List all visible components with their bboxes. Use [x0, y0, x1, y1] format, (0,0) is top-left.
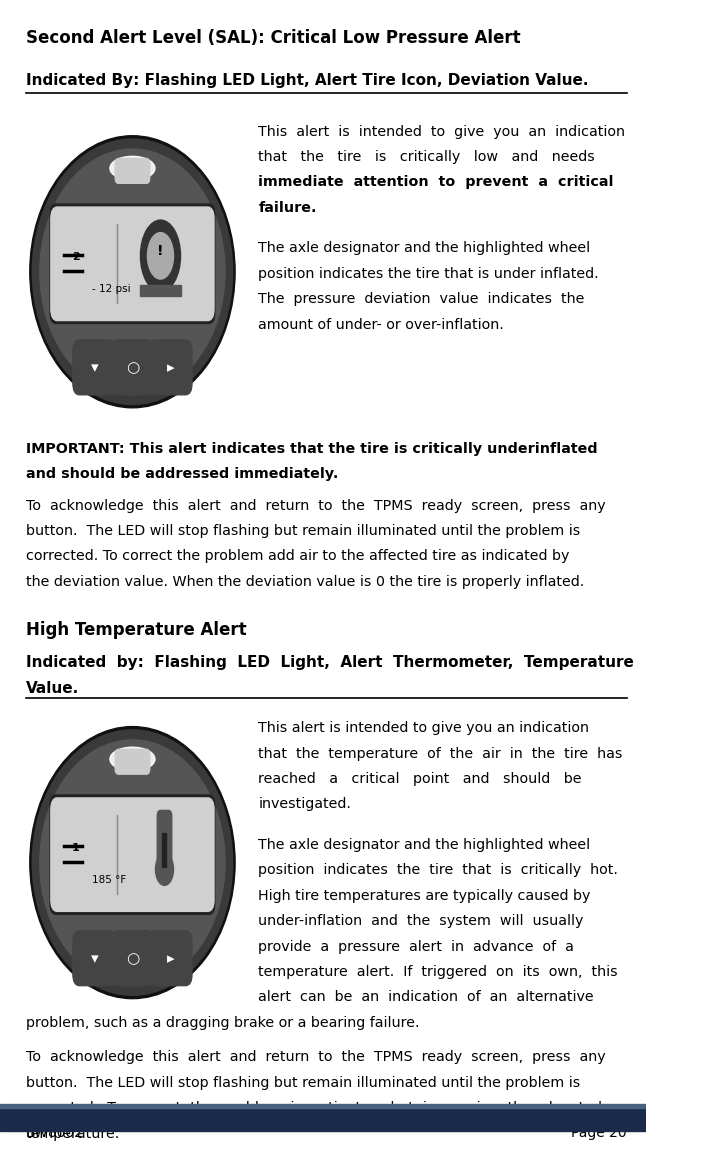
Text: The  pressure  deviation  value  indicates  the: The pressure deviation value indicates t… — [258, 292, 585, 306]
FancyBboxPatch shape — [115, 158, 150, 183]
Text: IMPORTANT: This alert indicates that the tire is critically underinflated: IMPORTANT: This alert indicates that the… — [26, 442, 597, 456]
FancyBboxPatch shape — [111, 340, 154, 395]
Ellipse shape — [32, 730, 232, 996]
Ellipse shape — [29, 136, 235, 407]
Text: 2: 2 — [72, 253, 80, 262]
Ellipse shape — [40, 149, 225, 395]
Text: The axle designator and the highlighted wheel: The axle designator and the highlighted … — [258, 838, 590, 852]
Circle shape — [155, 853, 173, 885]
Text: To  acknowledge  this  alert  and  return  to  the  TPMS  ready  screen,  press : To acknowledge this alert and return to … — [26, 1050, 605, 1064]
Text: that  the  temperature  of  the  air  in  the  tire  has: that the temperature of the air in the t… — [258, 747, 623, 760]
Text: problem, such as a dragging brake or a bearing failure.: problem, such as a dragging brake or a b… — [26, 1016, 419, 1029]
Text: corrected.  To  correct  the  problem  investigate  what  is  causing  the  elev: corrected. To correct the problem invest… — [26, 1101, 602, 1115]
Text: !: ! — [157, 243, 164, 257]
Text: corrected. To correct the problem add air to the affected tire as indicated by: corrected. To correct the problem add ai… — [26, 549, 569, 563]
Text: To  acknowledge  this  alert  and  return  to  the  TPMS  ready  screen,  press : To acknowledge this alert and return to … — [26, 499, 605, 512]
Text: button.  The LED will stop flashing but remain illuminated until the problem is: button. The LED will stop flashing but r… — [26, 524, 580, 538]
Text: position  indicates  the  tire  that  is  critically  hot.: position indicates the tire that is crit… — [258, 863, 618, 877]
Text: 185 °F: 185 °F — [92, 875, 127, 885]
Text: ▸: ▸ — [167, 951, 174, 966]
Text: temperature  alert.  If  triggered  on  its  own,  this: temperature alert. If triggered on its o… — [258, 965, 618, 979]
Ellipse shape — [29, 727, 235, 998]
Text: ▸: ▸ — [167, 360, 174, 375]
Text: button.  The LED will stop flashing but remain illuminated until the problem is: button. The LED will stop flashing but r… — [26, 1076, 580, 1089]
Text: under-inflation  and  the  system  will  usually: under-inflation and the system will usua… — [258, 914, 584, 928]
Ellipse shape — [110, 156, 155, 180]
Text: Indicated By: Flashing LED Light, Alert Tire Icon, Deviation Value.: Indicated By: Flashing LED Light, Alert … — [26, 73, 588, 88]
Text: This  alert  is  intended  to  give  you  an  indication: This alert is intended to give you an in… — [258, 125, 626, 138]
Text: Page 20: Page 20 — [571, 1126, 627, 1140]
FancyBboxPatch shape — [51, 799, 214, 912]
Text: provide  a  pressure  alert  in  advance  of  a: provide a pressure alert in advance of a — [258, 939, 574, 953]
Text: ○: ○ — [126, 951, 139, 966]
FancyBboxPatch shape — [73, 340, 116, 395]
Ellipse shape — [110, 747, 155, 771]
FancyBboxPatch shape — [149, 340, 192, 395]
Text: Second Alert Level (SAL): Critical Low Pressure Alert: Second Alert Level (SAL): Critical Low P… — [26, 29, 521, 47]
Text: alert  can  be  an  indication  of  an  alternative: alert can be an indication of an alterna… — [258, 990, 594, 1004]
Ellipse shape — [32, 138, 232, 405]
Text: - 12 psi: - 12 psi — [92, 284, 131, 294]
Text: High Temperature Alert: High Temperature Alert — [26, 621, 247, 639]
Text: ▾: ▾ — [91, 360, 99, 375]
Text: The axle designator and the highlighted wheel: The axle designator and the highlighted … — [258, 241, 590, 255]
Text: immediate  attention  to  prevent  a  critical: immediate attention to prevent a critica… — [258, 175, 614, 189]
Text: the deviation value. When the deviation value is 0 the tire is properly inflated: the deviation value. When the deviation … — [26, 575, 584, 589]
FancyBboxPatch shape — [73, 931, 116, 986]
Text: temperature.: temperature. — [26, 1126, 120, 1140]
Ellipse shape — [40, 740, 225, 986]
Text: amount of under- or over-inflation.: amount of under- or over-inflation. — [258, 317, 504, 331]
Text: investigated.: investigated. — [258, 797, 352, 811]
Bar — [0, 1104, 646, 1108]
Text: position indicates the tire that is under inflated.: position indicates the tire that is unde… — [258, 267, 599, 280]
Text: High tire temperatures are typically caused by: High tire temperatures are typically cau… — [258, 889, 591, 902]
Circle shape — [147, 233, 173, 279]
Text: This alert is intended to give you an indication: This alert is intended to give you an in… — [258, 721, 590, 735]
Bar — [0, 1106, 646, 1131]
FancyBboxPatch shape — [51, 208, 214, 321]
Text: BW8002: BW8002 — [26, 1126, 84, 1140]
Text: ▾: ▾ — [91, 951, 99, 966]
Circle shape — [140, 220, 180, 292]
Text: Value.: Value. — [26, 681, 79, 696]
Text: reached   a   critical   point   and   should   be: reached a critical point and should be — [258, 772, 582, 786]
FancyBboxPatch shape — [149, 931, 192, 986]
FancyBboxPatch shape — [140, 285, 180, 295]
FancyBboxPatch shape — [157, 810, 172, 875]
Text: failure.: failure. — [258, 201, 317, 215]
FancyBboxPatch shape — [162, 833, 167, 867]
Text: that   the   tire   is   critically   low   and   needs: that the tire is critically low and need… — [258, 150, 595, 164]
Text: Indicated  by:  Flashing  LED  Light,  Alert  Thermometer,  Temperature: Indicated by: Flashing LED Light, Alert … — [26, 655, 633, 670]
Text: and should be addressed immediately.: and should be addressed immediately. — [26, 467, 338, 481]
Text: 1: 1 — [72, 844, 80, 853]
FancyBboxPatch shape — [115, 749, 150, 774]
Text: ○: ○ — [126, 360, 139, 375]
FancyBboxPatch shape — [111, 931, 154, 986]
